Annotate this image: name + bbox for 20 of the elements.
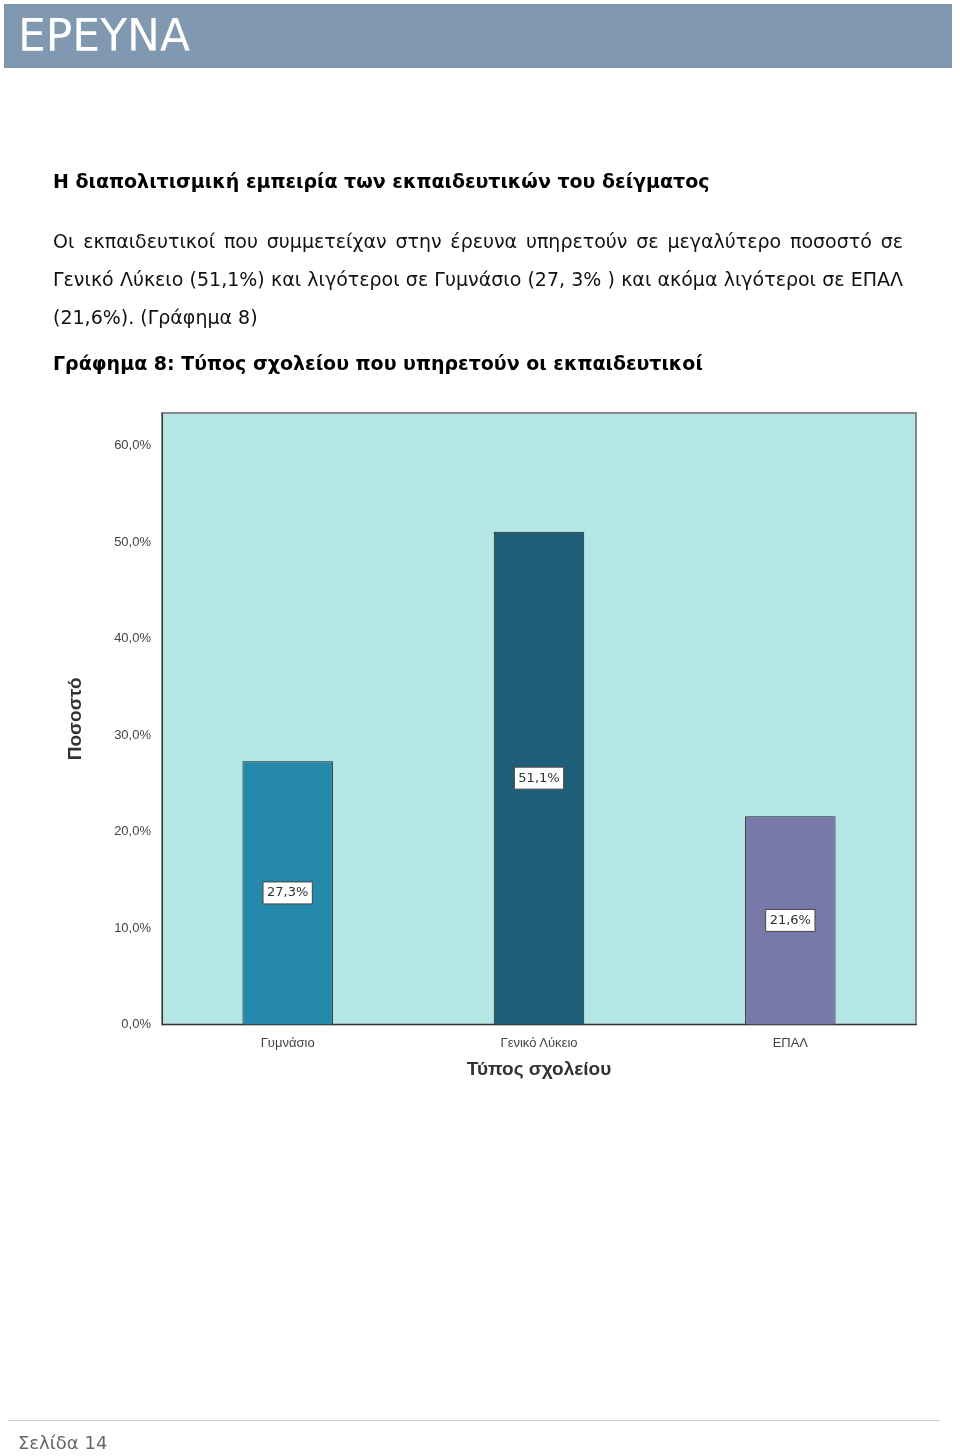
data-label: 21,6% [769,911,811,927]
y-tick-label: 0,0% [121,1016,152,1032]
y-axis-title: Ποσοστό [63,677,85,761]
x-axis-title: Τύπος σχολείου [466,1057,612,1079]
x-tick-label: Γενικό Λύκειο [500,1034,578,1050]
data-label: 51,1% [518,769,560,785]
chart-title: Γράφημα 8: Τύπος σχολείου που υπηρετούν οι εκπαιδευτικοί [53,352,703,374]
data-label: 27,3% [267,884,309,900]
chart-subtitle: Οι εκπαιδευτικοί που συμμετείχαν στην έρευνα υπηρετούν σε μεγαλύτερο ποσοστό σε Γενικό Λύκειο (51,1%) και λιγότεροι σε Γυμνάσιο (27, 3% ) και ακόμα λιγότεροι σε ΕΠΑΛ (21,6%). (Γράφημα 8) [53,229,903,330]
y-tick-label: 40,0% [114,630,152,646]
y-tick-label: 30,0% [114,726,152,742]
x-tick-label: Γυμνάσιο [260,1034,315,1050]
text: Η διαπολιτισμική εμπειρία των εκπαιδευτικών του δείγματος [53,170,710,192]
y-tick-label: 60,0% [114,437,152,453]
y-tick-label: 10,0% [114,919,152,935]
y-tick-label: 50,0% [114,533,152,549]
x-tick-label: ΕΠΑΛ [772,1034,809,1050]
text: Σελίδα 14 [18,1432,108,1453]
text: ΕΡΕΥΝΑ [4,4,952,68]
y-tick-label: 20,0% [114,823,152,839]
